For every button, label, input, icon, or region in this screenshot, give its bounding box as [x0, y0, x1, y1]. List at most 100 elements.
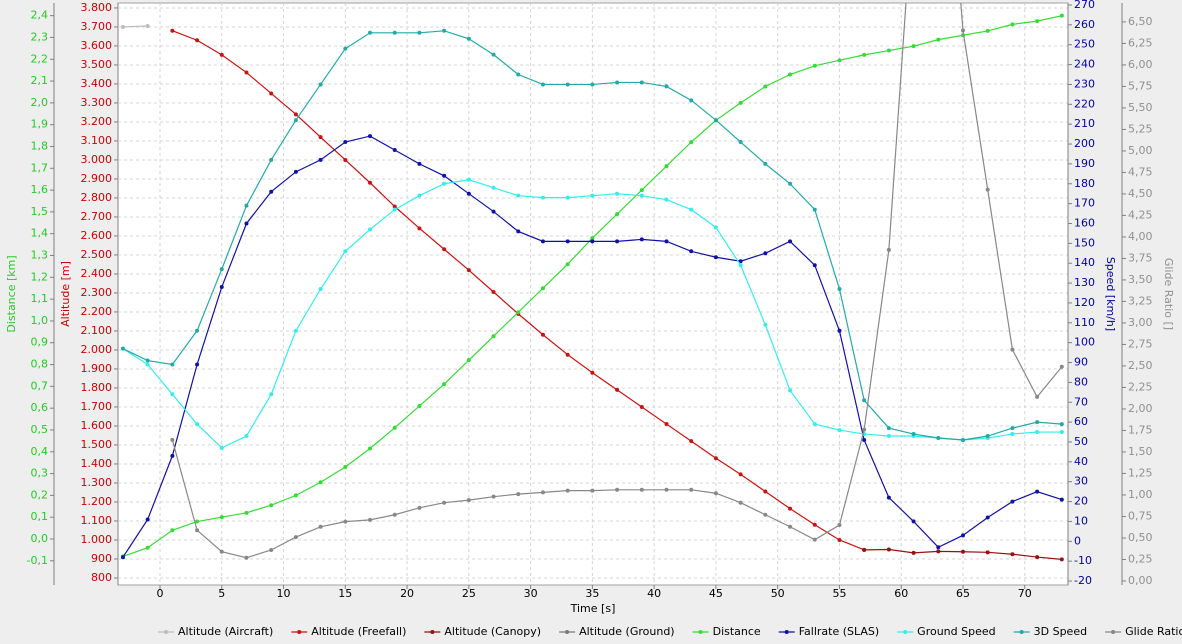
y-tick-label: 6,00: [1128, 58, 1153, 71]
plot-series: [120, 3, 1064, 562]
data-point: [886, 48, 891, 53]
data-point: [145, 517, 150, 522]
data-point: [911, 44, 916, 49]
y-tick-label: 180: [1074, 177, 1095, 190]
data-point: [763, 161, 768, 166]
x-tick-label: 50: [771, 587, 785, 600]
data-point: [343, 465, 348, 470]
data-point: [763, 512, 768, 517]
data-point: [269, 503, 274, 508]
y-tick-label: 6,25: [1128, 36, 1153, 49]
data-point: [837, 523, 842, 528]
y-tick-label: 140: [1074, 256, 1095, 269]
y-tick-label: 0,6: [31, 401, 49, 414]
data-point: [812, 422, 817, 427]
y-tick-label: 3,50: [1128, 273, 1153, 286]
data-point: [763, 322, 768, 327]
y-tick-label: 0,00: [1128, 574, 1153, 587]
y-tick-label: 1,5: [31, 205, 49, 218]
data-point: [911, 432, 916, 437]
data-point: [442, 382, 447, 387]
data-point: [713, 456, 718, 461]
data-point: [713, 118, 718, 123]
y-tick-label: 2.500: [81, 248, 113, 261]
y-tick-label: 3.500: [81, 58, 113, 71]
data-point: [195, 328, 200, 333]
data-point: [738, 472, 743, 477]
data-point: [788, 388, 793, 393]
y-tick-label: 0,2: [31, 488, 49, 501]
y-axis-title: Glide Ratio []: [1162, 258, 1175, 330]
data-point: [491, 52, 496, 57]
x-tick-label: 70: [1018, 587, 1032, 600]
data-point: [1010, 22, 1015, 27]
y-tick-label: 0,8: [31, 358, 49, 371]
data-point: [417, 193, 422, 198]
data-point: [738, 100, 743, 105]
legend-marker: [297, 630, 302, 634]
y-tick-label: 3.600: [81, 39, 113, 52]
x-tick-label: 0: [157, 587, 164, 600]
y-tick-label: 1,75: [1128, 423, 1153, 436]
data-point: [1010, 347, 1015, 352]
y-tick-label: 1.700: [81, 400, 113, 413]
data-point: [1035, 420, 1040, 425]
data-point: [565, 239, 570, 244]
data-point: [392, 512, 397, 517]
y-tick-label: 3,25: [1128, 294, 1153, 307]
y-tick-label: 4,50: [1128, 187, 1153, 200]
data-point: [713, 225, 718, 230]
y-tick-label: 4,75: [1128, 165, 1153, 178]
data-point: [244, 70, 249, 75]
y-tick-label: 260: [1074, 18, 1095, 31]
y-tick-label: 2.100: [81, 324, 113, 337]
data-point: [664, 422, 669, 427]
data-point: [318, 82, 323, 87]
data-point: [318, 287, 323, 292]
y-tick-label: 800: [91, 571, 112, 584]
data-point: [368, 446, 373, 451]
data-point: [812, 63, 817, 68]
x-tick-label: 65: [956, 587, 970, 600]
y-tick-label: 100: [1074, 336, 1095, 349]
y-tick-label: 1,2: [31, 270, 49, 283]
legend-marker: [1019, 630, 1024, 634]
data-point: [343, 46, 348, 51]
y-axis-title: Distance [km]: [5, 255, 18, 332]
data-point: [689, 249, 694, 254]
y-tick-label: 3.000: [81, 153, 113, 166]
data-point: [293, 169, 298, 174]
y-tick-label: 1.100: [81, 514, 113, 527]
data-point: [862, 52, 867, 57]
legend-marker: [784, 630, 789, 634]
data-point: [170, 453, 175, 458]
data-point: [886, 495, 891, 500]
y-tick-label: 200: [1074, 137, 1095, 150]
y-tick-label: 2,00: [1128, 402, 1153, 415]
data-point: [540, 239, 545, 244]
y-tick-label: 2,0: [31, 96, 49, 109]
data-point: [590, 193, 595, 198]
data-point: [1059, 422, 1064, 427]
y-tick-label: 70: [1074, 395, 1088, 408]
legend-marker: [430, 630, 435, 634]
data-point: [639, 487, 644, 492]
x-tick-label: 15: [338, 587, 352, 600]
y-tick-label: 0: [1074, 534, 1081, 547]
y-tick-label: 3,00: [1128, 316, 1153, 329]
data-point: [516, 193, 521, 198]
data-point: [1010, 426, 1015, 431]
data-point: [417, 226, 422, 231]
data-point: [392, 30, 397, 35]
data-point: [713, 491, 718, 496]
legend-label: Altitude (Freefall): [311, 625, 406, 638]
y-tick-label: 240: [1074, 58, 1095, 71]
y-tick-label: 2.900: [81, 172, 113, 185]
data-point: [244, 510, 249, 515]
data-point: [862, 427, 867, 432]
y-axis-title: Speed [km/h]: [1104, 257, 1117, 331]
y-tick-label: 5,25: [1128, 122, 1153, 135]
y-tick-label: 0,50: [1128, 531, 1153, 544]
